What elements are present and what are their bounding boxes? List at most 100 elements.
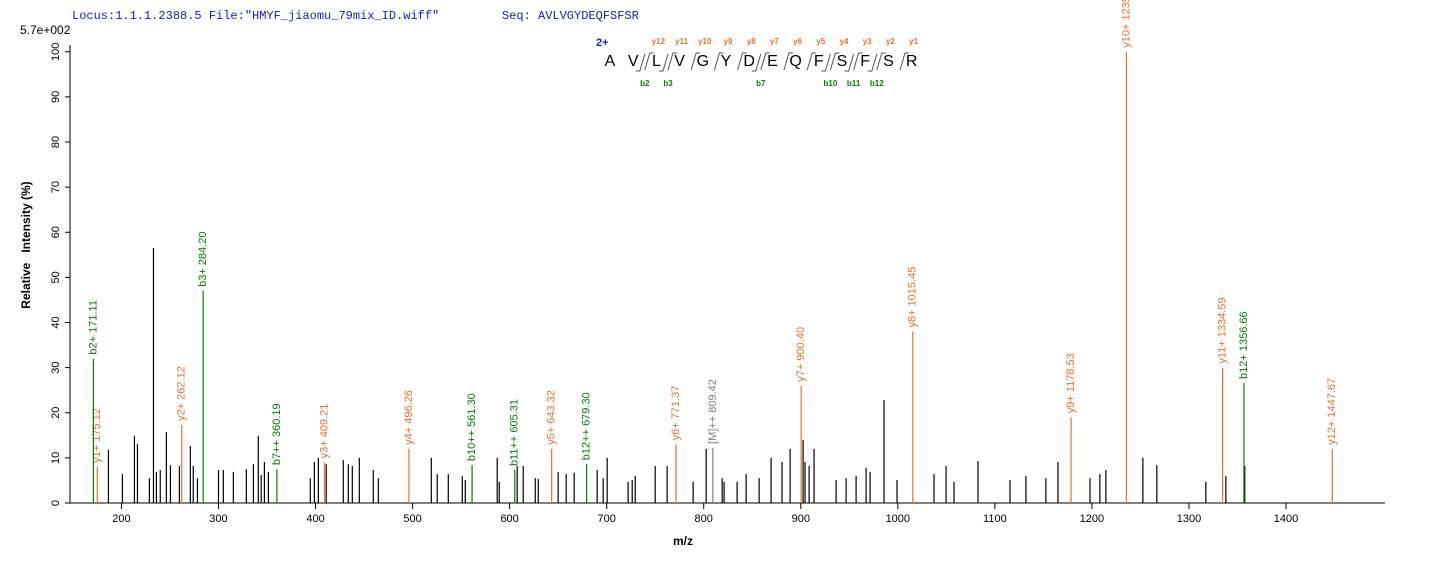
peak-label: y8+ 1015.45 xyxy=(907,267,919,328)
residue: E xyxy=(767,53,778,70)
y-ion-label: y9 xyxy=(724,37,733,46)
b-cleavage xyxy=(867,53,878,72)
residue: V xyxy=(674,53,685,70)
y-cleavage xyxy=(690,52,701,71)
y-cleavage xyxy=(899,52,909,71)
y-ion-label: y11 xyxy=(675,37,688,46)
b-ion-label: b10 xyxy=(824,79,838,88)
x-axis-title: m/z xyxy=(673,534,693,548)
x-tick-label: 1100 xyxy=(983,513,1007,525)
peak-label: y4+ 496.26 xyxy=(403,390,415,445)
b-cleavage xyxy=(821,53,831,72)
x-tick-label: 1000 xyxy=(886,513,910,525)
y-tick-label: 10 xyxy=(50,452,62,464)
peak-label: y7+ 900.40 xyxy=(795,327,807,382)
x-tick-label: 600 xyxy=(500,513,518,525)
b-cleavage xyxy=(751,53,762,72)
b-ion-label: b7 xyxy=(756,79,766,88)
peak-label: y2+ 262.12 xyxy=(176,366,188,421)
y-cleavage xyxy=(806,52,817,71)
peak-label: y3+ 409.21 xyxy=(318,404,330,459)
x-tick-label: 500 xyxy=(403,513,421,525)
y-ion-label: y2 xyxy=(886,37,895,46)
residue: S xyxy=(883,53,894,70)
peak-label: y1+ 175.12 xyxy=(91,408,103,463)
residue: F xyxy=(814,53,824,70)
peak-label: b11++ 605.31 xyxy=(509,399,521,466)
peak-label: b3+ 284.20 xyxy=(197,232,209,287)
b-cleavage xyxy=(635,53,646,72)
y-ion-label: y3 xyxy=(863,37,872,46)
x-tick-label: 1200 xyxy=(1080,513,1104,525)
y-cleavage xyxy=(876,52,886,71)
y-cleavage xyxy=(644,52,654,71)
y-tick-label: 100 xyxy=(50,43,62,61)
x-tick-label: 300 xyxy=(209,513,227,525)
residue: Y xyxy=(721,53,732,70)
charge-label: 2+ xyxy=(596,37,609,49)
x-tick-label: 700 xyxy=(597,513,615,525)
b-ion-label: b2 xyxy=(640,79,650,88)
y-cleavage xyxy=(760,52,770,71)
peak-label: y5+ 643.32 xyxy=(546,390,558,445)
peak-label: b7++ 360.19 xyxy=(271,403,283,465)
peak-label: y9+ 1178.53 xyxy=(1065,353,1077,413)
sequence-header: Seq: AVLVGYDEQFSFSR xyxy=(502,9,639,23)
y-ion-label: y8 xyxy=(747,37,756,46)
x-tick-label: 800 xyxy=(695,513,713,525)
y-cleavage xyxy=(737,52,747,71)
b-ion-label: b11 xyxy=(847,79,861,88)
x-tick-label: 200 xyxy=(112,513,130,525)
y-ion-label: y6 xyxy=(793,37,802,46)
peak-label: b2+ 171.11 xyxy=(87,300,99,355)
b-cleavage xyxy=(659,53,669,72)
peak-label: y11+ 1334.59 xyxy=(1216,297,1228,363)
x-tick-label: 400 xyxy=(306,513,324,525)
b-ion-label: b12 xyxy=(870,79,884,88)
locus-header: Locus:1.1.1.2388.5 File:"HMYF_jiaomu_79m… xyxy=(72,9,439,23)
y-ion-label: y12 xyxy=(652,37,666,46)
residue: G xyxy=(697,53,709,70)
y-cleavage xyxy=(667,52,677,71)
residue: L xyxy=(652,53,661,70)
residue: Q xyxy=(789,53,801,70)
y-ion-label: y10 xyxy=(698,37,712,46)
y-ion-label: y1 xyxy=(909,37,918,46)
peak-label: b10++ 561.30 xyxy=(466,393,478,461)
y-tick-label: 60 xyxy=(50,226,62,238)
y-tick-label: 30 xyxy=(50,362,62,374)
y-tick-label: 40 xyxy=(50,316,62,328)
residue: R xyxy=(906,53,918,70)
residue: F xyxy=(860,53,870,70)
y-tick-label: 90 xyxy=(50,91,62,103)
y-tick-label: 70 xyxy=(50,181,62,193)
x-tick-label: 1300 xyxy=(1177,513,1201,525)
y-tick-label: 0 xyxy=(50,500,62,506)
scale-label: 5.7e+002 xyxy=(20,23,71,37)
y-ion-label: y4 xyxy=(840,37,849,46)
peak-label: [M]++ 809.42 xyxy=(707,379,719,444)
y-tick-label: 20 xyxy=(50,407,62,419)
b-ion-label: b3 xyxy=(663,79,673,88)
y-tick-label: 50 xyxy=(50,271,62,283)
b-cleavage xyxy=(844,53,855,72)
residue: A xyxy=(605,53,616,70)
y-tick-label: 80 xyxy=(50,136,62,148)
residue: S xyxy=(837,53,848,70)
y-cleavage xyxy=(829,52,840,71)
y-cleavage xyxy=(853,52,863,71)
x-tick-label: 900 xyxy=(792,513,810,525)
y-cleavage xyxy=(713,52,724,71)
y-axis-title: Relative Intensity (%) xyxy=(19,181,33,308)
residue: V xyxy=(628,53,639,70)
y-ion-label: y7 xyxy=(770,37,779,46)
peak-label: b12+ 1356.66 xyxy=(1238,311,1250,379)
peak-label: y10+ 1235.54 xyxy=(1120,0,1132,48)
y-ion-label: y5 xyxy=(816,37,825,46)
y-cleavage xyxy=(783,52,793,71)
peak-label: y6+ 771.37 xyxy=(670,386,682,441)
x-tick-label: 1400 xyxy=(1274,513,1298,525)
residue: D xyxy=(743,53,755,70)
